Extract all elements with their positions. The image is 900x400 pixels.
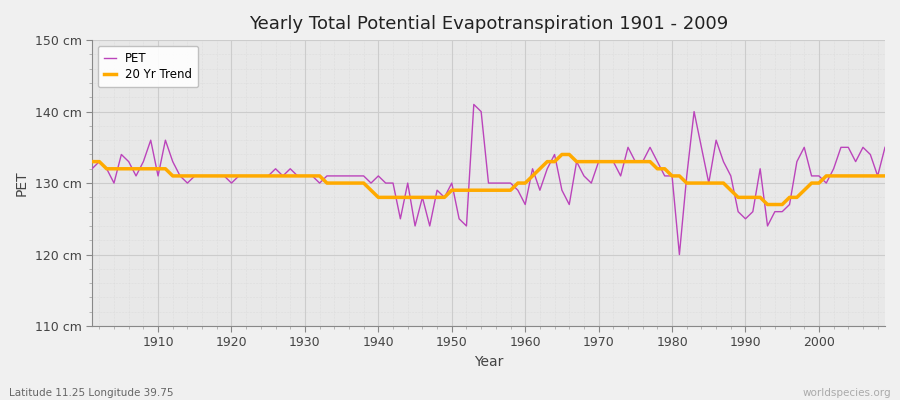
PET — [879, 145, 890, 150]
PET — [86, 166, 97, 171]
20 Yr Trend — [520, 181, 531, 186]
PET — [468, 102, 479, 107]
Line: PET: PET — [92, 104, 885, 254]
PET — [674, 252, 685, 257]
Line: 20 Yr Trend: 20 Yr Trend — [92, 154, 885, 204]
Title: Yearly Total Potential Evapotranspiration 1901 - 2009: Yearly Total Potential Evapotranspiratio… — [249, 15, 728, 33]
20 Yr Trend — [86, 159, 97, 164]
Text: Latitude 11.25 Longitude 39.75: Latitude 11.25 Longitude 39.75 — [9, 388, 174, 398]
PET — [616, 174, 626, 178]
Text: worldspecies.org: worldspecies.org — [803, 388, 891, 398]
X-axis label: Year: Year — [473, 355, 503, 369]
20 Yr Trend — [145, 166, 156, 171]
20 Yr Trend — [616, 159, 626, 164]
PET — [520, 202, 531, 207]
20 Yr Trend — [556, 152, 567, 157]
Y-axis label: PET: PET — [15, 170, 29, 196]
PET — [307, 174, 318, 178]
20 Yr Trend — [879, 174, 890, 178]
PET — [145, 138, 156, 142]
Legend: PET, 20 Yr Trend: PET, 20 Yr Trend — [98, 46, 198, 87]
20 Yr Trend — [512, 181, 523, 186]
20 Yr Trend — [307, 174, 318, 178]
PET — [351, 174, 362, 178]
PET — [527, 166, 538, 171]
20 Yr Trend — [762, 202, 773, 207]
20 Yr Trend — [351, 181, 362, 186]
